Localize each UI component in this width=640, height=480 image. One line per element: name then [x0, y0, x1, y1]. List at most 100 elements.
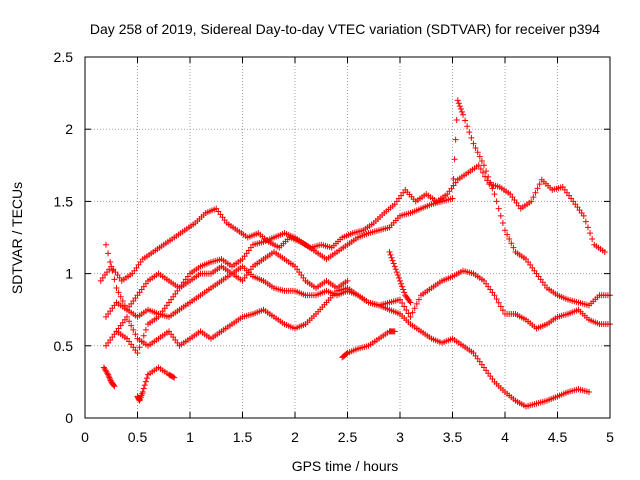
data-point: [454, 97, 461, 104]
data-point: [386, 248, 393, 255]
data-point: [415, 296, 422, 303]
data-point: [502, 227, 508, 234]
x-tick-label: 2: [291, 429, 299, 445]
data-point: [468, 134, 475, 141]
data-point: [115, 289, 122, 296]
data-point: [105, 371, 112, 378]
data-point: [499, 220, 506, 227]
data-point: [532, 189, 539, 196]
y-axis-label: SDTVAR / TECUs: [9, 182, 25, 294]
data-point: [387, 251, 394, 258]
x-tick-label: 5: [606, 429, 614, 445]
data-point: [401, 303, 408, 310]
series-track-g: [339, 328, 398, 361]
data-point: [536, 181, 543, 188]
data-point: [398, 280, 405, 287]
data-point: [397, 296, 403, 303]
data-point: [478, 157, 485, 164]
data-point: [401, 289, 408, 296]
x-tick-label: 1.5: [233, 429, 253, 445]
data-point: [479, 169, 486, 176]
data-point: [140, 385, 147, 392]
data-point: [458, 108, 465, 115]
data-point: [393, 269, 400, 276]
data-point: [491, 191, 498, 198]
data-point: [491, 292, 498, 299]
y-tick-label: 1: [65, 266, 73, 282]
series-track-c: [103, 248, 351, 320]
x-tick-label: 4.5: [548, 429, 568, 445]
data-point: [481, 162, 487, 169]
data-point: [171, 374, 178, 381]
data-point: [464, 123, 471, 130]
data-point: [141, 382, 148, 389]
data-point: [132, 331, 139, 338]
x-tick-label: 4: [501, 429, 509, 445]
data-point: [111, 276, 118, 283]
data-point: [470, 140, 477, 147]
data-point: [497, 303, 504, 310]
x-tick-label: 3: [396, 429, 404, 445]
data-point: [106, 376, 113, 383]
data-point: [580, 212, 587, 219]
data-point: [510, 244, 517, 251]
data-point: [110, 382, 117, 389]
axis-ticks: 0 0.5 1 1.5 2 2.5 3 3.5 4 4.5 5 0 0.5 1 1.5 2 2.5: [54, 49, 615, 445]
data-point: [399, 283, 406, 290]
data-point: [460, 111, 466, 118]
data-point: [111, 383, 118, 390]
series-track-a: [97, 162, 608, 284]
data-points: [97, 97, 613, 410]
data-point: [104, 370, 111, 377]
data-point: [589, 235, 596, 242]
data-point: [405, 310, 412, 317]
chart-title: Day 258 of 2019, Sidereal Day-to-day VTE…: [90, 21, 600, 37]
data-point: [475, 162, 482, 169]
data-point: [493, 296, 500, 303]
data-point: [466, 129, 473, 136]
data-point: [394, 272, 401, 279]
data-point: [455, 100, 462, 107]
series-track-f: [134, 364, 178, 404]
data-point: [452, 136, 459, 143]
data-point: [105, 373, 112, 380]
data-point: [586, 389, 592, 396]
data-point: [103, 241, 109, 248]
data-point: [582, 218, 589, 225]
data-point: [126, 318, 133, 325]
x-tick-label: 2.5: [338, 429, 358, 445]
x-tick-label: 3.5: [443, 429, 463, 445]
data-point: [142, 326, 149, 333]
data-point: [493, 198, 500, 205]
data-point: [451, 156, 458, 163]
data-point: [504, 231, 511, 238]
data-point: [472, 144, 479, 151]
data-point: [403, 306, 410, 313]
data-point: [484, 177, 491, 184]
data-point: [453, 116, 460, 123]
data-point: [407, 299, 414, 306]
data-point: [395, 274, 402, 281]
data-point: [136, 344, 143, 351]
y-tick-label: 1.5: [54, 193, 74, 209]
data-point: [390, 260, 397, 267]
y-tick-label: 0.5: [54, 338, 74, 354]
data-point: [391, 263, 398, 270]
y-tick-label: 0: [65, 410, 73, 426]
grid-lines: [85, 57, 610, 418]
data-point: [121, 302, 128, 309]
data-point: [124, 313, 130, 320]
data-point: [474, 149, 481, 156]
x-tick-label: 1: [186, 429, 194, 445]
data-point: [143, 375, 150, 382]
x-tick-label: 0.5: [128, 429, 148, 445]
data-point: [584, 224, 591, 231]
data-point: [506, 235, 513, 242]
data-point: [411, 305, 418, 312]
data-point: [109, 267, 116, 274]
data-point: [477, 166, 484, 173]
data-point: [397, 277, 403, 284]
data-point: [495, 299, 502, 306]
